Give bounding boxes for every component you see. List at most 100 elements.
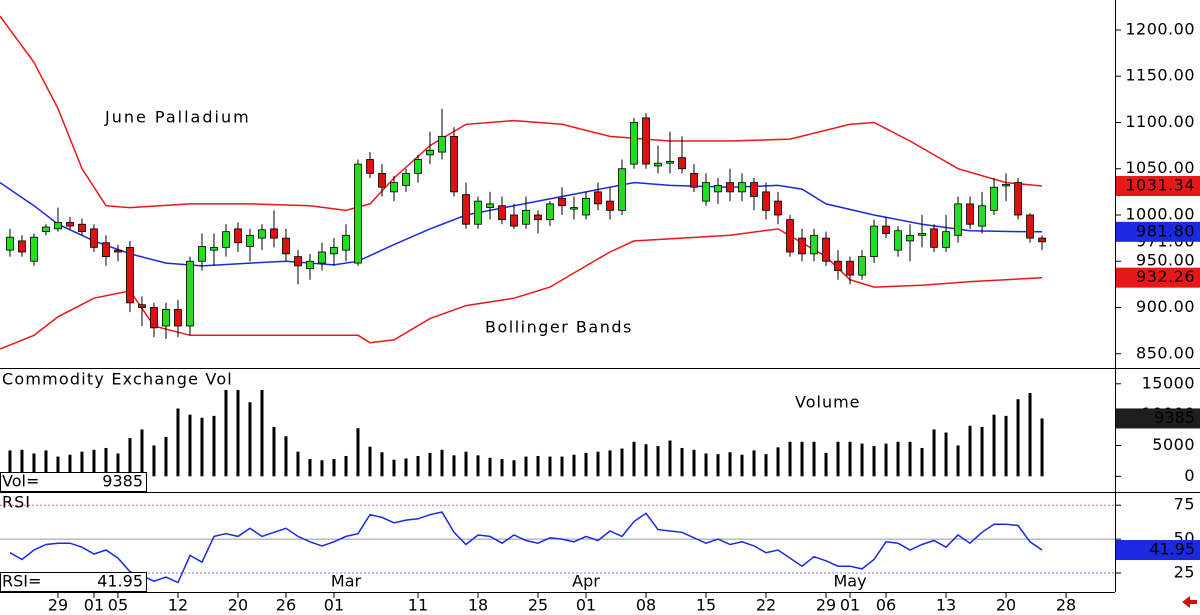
volume-bar (428, 452, 432, 477)
candle-body (498, 205, 506, 221)
candle-body (414, 159, 422, 174)
candle-body (714, 184, 722, 193)
candle-body (882, 225, 890, 234)
x-tick-label: 20 (996, 596, 1016, 615)
volume-bar (20, 449, 24, 477)
candle-body (558, 197, 566, 207)
candle-body (726, 182, 734, 193)
candle-body (306, 260, 314, 270)
candle-body (366, 159, 374, 174)
x-tick-label: 15 (696, 596, 716, 615)
volume-bar (656, 446, 660, 477)
candle-body (678, 157, 686, 170)
y-tick-label: 5000 (1152, 435, 1195, 454)
candle-body (858, 256, 866, 276)
volume-bar (260, 389, 264, 477)
candle-body (642, 117, 650, 165)
volume-bar (416, 455, 420, 477)
x-tick-label: 01 (576, 596, 596, 615)
candle-body (42, 226, 50, 233)
volume-bar (272, 426, 276, 477)
volume-bar (488, 457, 492, 477)
candle-body (810, 234, 818, 255)
candle-body (666, 160, 674, 164)
candle-body (510, 214, 518, 227)
volume-bar (524, 456, 528, 477)
volume-bar (848, 441, 852, 477)
volume-bar (392, 459, 396, 477)
candle-body (774, 200, 782, 216)
x-tick-label: 29 (816, 596, 836, 615)
candle-body (654, 162, 662, 167)
volume-bar (464, 451, 468, 477)
candle-body (102, 242, 110, 258)
candle-body (798, 237, 806, 255)
volume-bar (632, 441, 636, 477)
x-tick-label: 13 (936, 596, 956, 615)
scroll-arrow[interactable] (1182, 596, 1197, 608)
candle-body (282, 237, 290, 255)
last-value-label: 9385 (1154, 408, 1195, 427)
candle-body (186, 260, 194, 327)
month-label: Mar (331, 572, 362, 591)
volume-bar (512, 460, 516, 477)
volume-bar (896, 441, 900, 477)
x-tick-label: 08 (636, 596, 656, 615)
volume-bar (992, 414, 996, 477)
volume-bar (692, 449, 696, 477)
volume-bar (1040, 418, 1044, 477)
candle-body (126, 246, 134, 304)
candle-body (630, 122, 638, 165)
y-tick-label: 850.00 (1136, 343, 1195, 362)
y-tick-label: 1200.00 (1125, 19, 1195, 38)
candle-body (738, 182, 746, 193)
volume-bar (92, 449, 96, 477)
band-line (0, 228, 1043, 350)
candle-body (390, 182, 398, 193)
panel-title: Commodity Exchange Vol (2, 370, 233, 389)
candle-body (162, 308, 170, 327)
volume-bar (680, 447, 684, 477)
readout-value: 41.95 (97, 572, 143, 591)
candle-body (78, 223, 86, 233)
volume-bar (536, 455, 540, 477)
volume-bar (332, 459, 336, 477)
volume-bar (380, 452, 384, 477)
candle-body (354, 163, 362, 264)
volume-bar (716, 454, 720, 477)
y-tick-label: 900.00 (1136, 297, 1195, 316)
volume-bar (860, 443, 864, 477)
candle-body (822, 237, 830, 262)
candle-body (534, 214, 542, 221)
candle-body (150, 307, 158, 329)
volume-bar (116, 453, 120, 477)
volume-bar (932, 429, 936, 477)
candle-body (522, 209, 530, 225)
x-tick-label: 28 (1056, 596, 1076, 615)
x-tick-label: 11 (408, 596, 428, 615)
rsi-line (9, 511, 1043, 584)
volume-bar (404, 458, 408, 477)
volume-bar (1016, 399, 1020, 477)
candle-body (294, 256, 302, 267)
candle-body (462, 194, 470, 225)
candle-body (450, 135, 458, 193)
volume-bar (56, 456, 60, 477)
candle-body (930, 228, 938, 248)
candle-body (258, 229, 266, 239)
candle-body (582, 197, 590, 216)
volume-bar (752, 450, 756, 477)
y-tick-label: 950.00 (1136, 251, 1195, 270)
volume-bar (644, 444, 648, 477)
readout-label: Vol= (2, 472, 39, 491)
candle-body (270, 228, 278, 239)
x-tick-label: 01 (324, 596, 344, 615)
candle-body (570, 207, 578, 210)
volume-bar (224, 389, 228, 477)
volume-bar (344, 455, 348, 477)
candle-body (342, 234, 350, 251)
candle-body (894, 230, 902, 251)
x-tick-label: 01 (840, 596, 860, 615)
x-tick-label: 05 (108, 596, 128, 615)
